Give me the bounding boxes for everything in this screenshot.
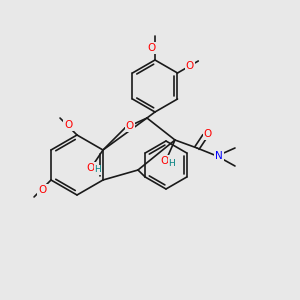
Text: O: O	[148, 43, 156, 53]
Text: O: O	[87, 163, 95, 173]
Text: O: O	[64, 119, 73, 130]
Text: O: O	[38, 185, 47, 196]
Text: O: O	[161, 156, 169, 166]
Text: H: H	[169, 158, 176, 167]
Text: O: O	[204, 129, 212, 139]
Text: H: H	[94, 166, 101, 175]
Text: O: O	[126, 121, 134, 131]
Text: O: O	[186, 61, 194, 71]
Text: N: N	[215, 151, 223, 161]
